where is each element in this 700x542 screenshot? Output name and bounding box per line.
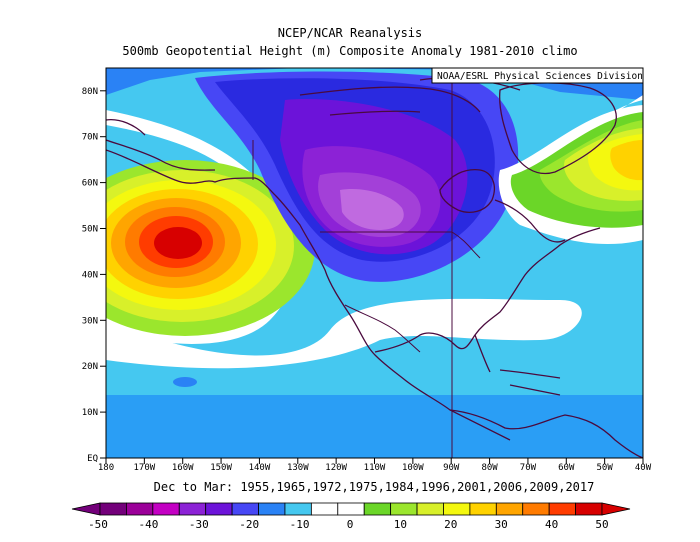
alaska-north xyxy=(106,139,216,171)
colorbar-swatch xyxy=(363,502,392,516)
colorbar-swatch xyxy=(126,502,154,516)
lat-label: 60N xyxy=(82,179,98,189)
colorbar-label: -40 xyxy=(138,518,158,531)
colorbar-swatch xyxy=(310,502,339,516)
colorbar-swatch xyxy=(284,502,312,516)
lon-label: 130W xyxy=(287,463,309,473)
lon-label: 120W xyxy=(325,463,347,473)
neutral-band-north xyxy=(530,95,643,170)
tropical-band xyxy=(106,395,643,458)
lat-axis: EQ 10N 20N 30N 40N 50N 60N 70N 80N xyxy=(82,87,106,464)
contour-canada-minus35 xyxy=(340,189,404,230)
colorbar-high-arrow xyxy=(601,502,631,516)
lon-label: 140W xyxy=(249,463,271,473)
coastlines xyxy=(106,77,643,458)
lat-label: 80N xyxy=(82,87,98,97)
colorbar-label: 20 xyxy=(444,518,457,531)
labrador-coast xyxy=(494,199,566,243)
colorbar-label: -20 xyxy=(239,518,259,531)
lon-label: 40W xyxy=(635,463,652,473)
colorbar-label: 30 xyxy=(495,518,508,531)
lon-label: 90W xyxy=(443,463,460,473)
colorbar-label: 10 xyxy=(394,518,407,531)
chukotka-coast xyxy=(106,119,146,136)
south-america-coast xyxy=(449,409,643,458)
us-mexico-border xyxy=(344,304,421,353)
composite-caption: Dec to Mar: 1955,1965,1972,1975,1984,199… xyxy=(154,480,595,494)
colorbar-swatch xyxy=(469,502,497,516)
anomaly-fields xyxy=(106,68,643,458)
contour-pacific-45 xyxy=(154,227,202,259)
lat-label: 20N xyxy=(82,362,98,372)
lat-label: 10N xyxy=(82,408,98,418)
lon-label: 110W xyxy=(364,463,386,473)
colorbar-swatch xyxy=(443,502,471,516)
lon-label: 80W xyxy=(481,463,498,473)
colorbar-swatch xyxy=(99,502,127,516)
colorbar-label: -10 xyxy=(290,518,310,531)
credit-box xyxy=(431,67,644,84)
colorbar-swatch xyxy=(152,502,180,516)
colorbar-swatch xyxy=(205,502,233,516)
lon-label: 160W xyxy=(172,463,194,473)
colorbar-swatch xyxy=(522,502,550,516)
chart-title: NCEP/NCAR Reanalysis xyxy=(277,26,423,40)
colorbar-swatch xyxy=(337,502,365,516)
lon-label: 50W xyxy=(597,463,614,473)
colorbar-swatch xyxy=(575,502,603,516)
colorbar-swatch xyxy=(548,502,576,516)
colorbar-label: -30 xyxy=(189,518,209,531)
credit-text: NOAA/ESRL Physical Sciences Division xyxy=(437,71,643,82)
alaska-coast xyxy=(106,149,276,196)
colorbar-label: -50 xyxy=(88,518,108,531)
lat-label: 30N xyxy=(82,316,98,326)
hudson-bay xyxy=(439,169,495,213)
chart-subtitle: 500mb Geopotential Height (m) Composite … xyxy=(122,44,578,58)
lon-label: 70W xyxy=(520,463,537,473)
boundaries xyxy=(252,75,481,458)
colorbar-swatch xyxy=(258,502,286,516)
lon-label: 100W xyxy=(402,463,424,473)
neutral-band-south xyxy=(106,280,582,369)
colorbar: -50 -40 -30 -20 -10 0 10 20 30 40 50 xyxy=(71,502,631,531)
lat-label: 40N xyxy=(82,270,98,280)
lon-label: 170W xyxy=(134,463,156,473)
colorbar-label: 50 xyxy=(595,518,608,531)
lon-axis: 180 170W 160W 150W 140W 130W 120W 110W 100W 90W 80… xyxy=(98,458,652,473)
caribbean-coast xyxy=(474,334,561,396)
colorbar-swatch xyxy=(416,502,444,516)
colorbar-swatch xyxy=(231,502,259,516)
atlantic-coast xyxy=(374,227,601,353)
colorbar-low-arrow xyxy=(71,502,101,516)
lat-label: 50N xyxy=(82,225,98,235)
lon-label: 150W xyxy=(210,463,232,473)
greenland-coast xyxy=(499,82,617,175)
colorbar-label: 40 xyxy=(545,518,558,531)
colorbar-swatch xyxy=(495,502,524,516)
colorbar-swatch xyxy=(178,502,207,516)
colorbar-swatch xyxy=(390,502,418,516)
pacific-coast xyxy=(274,194,511,441)
contour-greenland-25 xyxy=(610,140,643,181)
lat-label: 70N xyxy=(82,133,98,143)
colorbar-label: 0 xyxy=(347,518,354,531)
hawaii-patch xyxy=(173,377,197,387)
lat-label: EQ xyxy=(87,454,98,464)
lon-label: 60W xyxy=(558,463,575,473)
lon-label: 180 xyxy=(98,463,114,473)
